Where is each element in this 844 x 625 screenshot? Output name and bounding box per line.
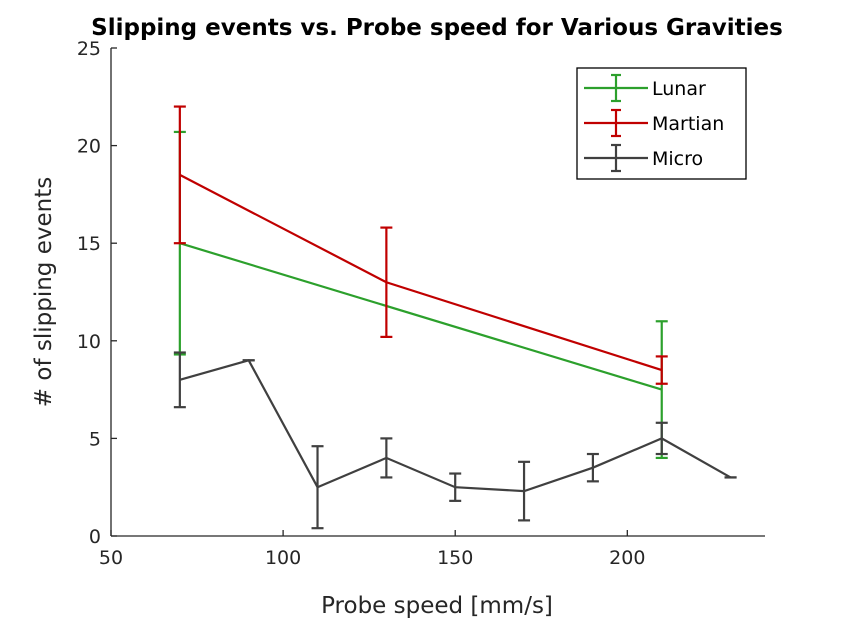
- axis-ticks: 50 100 150 200 0 5 10 15 20 25: [77, 38, 646, 569]
- x-tick-label: 50: [99, 547, 123, 569]
- y-axis-label: # of slipping events: [31, 177, 57, 407]
- error-bar-martian: [173, 105, 186, 245]
- legend-item-micro: Micro: [584, 143, 703, 173]
- y-tick-label: 25: [77, 38, 101, 60]
- y-tick-label: 5: [89, 428, 101, 450]
- chart-title: Slipping events vs. Probe speed for Vari…: [91, 15, 783, 41]
- series-line-lunar: [179, 242, 663, 391]
- legend-item-martian: Martian: [584, 108, 724, 138]
- legend-label-martian: Martian: [652, 113, 724, 135]
- error-bar-micro: [518, 460, 531, 522]
- error-bar-micro: [655, 421, 668, 456]
- y-tick-label: 20: [77, 136, 101, 158]
- error-bar-micro: [173, 351, 186, 409]
- y-tick-label: 10: [77, 331, 101, 353]
- y-tick-label: 0: [89, 526, 101, 548]
- error-bar-micro: [380, 437, 393, 479]
- x-tick-label: 100: [265, 547, 301, 569]
- x-tick-label: 200: [609, 547, 645, 569]
- legend-label-micro: Micro: [652, 148, 703, 170]
- series-martian: [173, 105, 668, 385]
- legend-label-lunar: Lunar: [652, 78, 706, 100]
- legend-item-lunar: Lunar: [584, 73, 706, 103]
- error-bar-micro: [311, 445, 324, 530]
- error-bar-martian: [380, 226, 393, 338]
- error-bar-micro: [449, 472, 462, 502]
- series-micro: [173, 351, 737, 530]
- x-tick-label: 150: [437, 547, 473, 569]
- y-tick-label: 15: [77, 233, 101, 255]
- legend: Lunar Martian Micro: [576, 67, 747, 180]
- plot-area: 50 100 150 200 0 5 10 15 20 25: [77, 38, 765, 569]
- x-axis-label: Probe speed [mm/s]: [321, 593, 553, 619]
- error-bar-micro: [586, 452, 599, 483]
- series-layer: [173, 105, 737, 530]
- error-bar-martian: [655, 355, 668, 385]
